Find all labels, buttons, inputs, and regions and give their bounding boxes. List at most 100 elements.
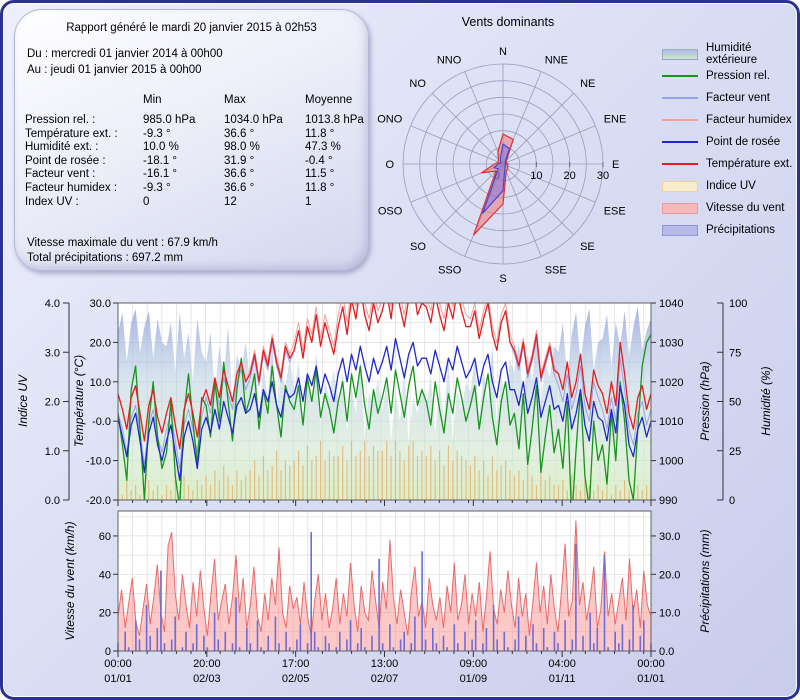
axis-title: Température (°C) (72, 355, 86, 447)
legend-label: Indice UV (706, 180, 756, 192)
wind-speed-area (118, 520, 651, 651)
tick-label: 1010 (659, 416, 683, 428)
legend-swatch-icon (662, 224, 698, 236)
x-time-label: 13:00 (371, 658, 399, 670)
stat-avg: 11.8 ° (305, 181, 335, 194)
x-date-label: 01/01 (637, 673, 665, 685)
tick-label: 0.0 (45, 495, 60, 507)
stat-label: Point de rosée : (25, 154, 106, 167)
rose-spoke (464, 71, 504, 165)
rose-radial-label: 30 (597, 170, 609, 182)
legend-label: Température ext. (706, 158, 793, 170)
rose-direction-label: SO (410, 241, 426, 253)
stat-min: -18.1 ° (143, 154, 178, 167)
rose-direction-label: SE (580, 241, 595, 253)
stat-max: 12 (224, 195, 237, 208)
legend-swatch-icon (662, 163, 698, 165)
rose-spoke (502, 163, 542, 257)
tick-label: 30.0 (90, 298, 111, 310)
stat-label: Facteur vent : (25, 168, 96, 181)
table-row: Température ext. : -9.3 ° 36.6 ° 11.8 ° (25, 128, 364, 142)
max-wind-note: Vitesse maximale du vent : 67.9 km/h (27, 237, 218, 249)
legend-item: Précipitations (662, 219, 797, 241)
pression-line (118, 334, 651, 500)
rose-spoke (410, 125, 504, 165)
rose-direction-label: NNO (437, 54, 462, 66)
tick-label: 20.0 (659, 569, 680, 581)
axis-title: Humidité (%) (759, 366, 773, 435)
rose-direction-label: ONO (377, 113, 403, 125)
stat-min: -16.1 ° (143, 168, 178, 181)
legend-swatch (662, 224, 698, 236)
legend-item: Température ext. (662, 153, 797, 175)
facteur-vent-line (118, 303, 651, 469)
wind-rose-plot: NNNENEENEEESESESSESSSOSOOSOOONONONNO0102… (377, 46, 626, 285)
tick-label: 30.0 (659, 531, 680, 543)
tick-label: 10.0 (90, 377, 111, 389)
weather-charts: -20.0 -10.0 -0.0 10.0 20.0 30.0 Température (°… (16, 298, 773, 685)
stats-header: Min Max Moyenne (25, 94, 364, 106)
x-date-label: 02/05 (282, 673, 310, 685)
legend-item: Facteur vent (662, 87, 797, 109)
legend-swatch-icon (662, 119, 698, 121)
rose-direction-label: E (612, 159, 619, 171)
rose-direction-label: SSO (438, 265, 462, 277)
legend-item: Pression rel. (662, 65, 797, 87)
tick-label: 1020 (659, 377, 683, 389)
legend-item: Facteur humidex (662, 109, 797, 131)
axis-title: Précipitations (mm) (698, 529, 712, 632)
stats-header-min: Min (143, 94, 162, 106)
stat-min: 985.0 hPa (143, 114, 196, 126)
rose-direction-label: SSE (545, 265, 567, 277)
rose-radial-label: 20 (564, 170, 576, 182)
stat-label: Température ext. : (25, 127, 118, 140)
x-date-label: 02/07 (371, 673, 399, 685)
legend-label: Point de rosée (706, 136, 781, 148)
rose-spoke (502, 125, 596, 165)
stat-max: 36.6 ° (224, 127, 255, 140)
rose-direction-label: O (385, 159, 394, 171)
stat-avg: 47.3 % (305, 141, 341, 154)
stat-min: 10.0 % (143, 141, 179, 154)
tick-label: -10.0 (86, 456, 111, 468)
tick-label: 75 (729, 347, 741, 359)
stat-avg: 11.5 ° (305, 168, 335, 181)
table-row: Point de rosée : -18.1 ° 31.9 ° -0.4 ° (25, 155, 364, 169)
stat-label: Facteur humidex : (25, 181, 118, 194)
legend-swatch (662, 75, 698, 77)
axes: -20.0 -10.0 -0.0 10.0 20.0 30.0 Température (°… (16, 298, 773, 685)
rose-direction-label: ENE (604, 113, 627, 125)
tick-label: 25 (729, 446, 741, 458)
legend-swatch (662, 163, 698, 165)
x-time-label: 09:00 (460, 658, 488, 670)
x-time-label: 20:00 (193, 658, 221, 670)
rose-spoke (502, 93, 574, 165)
legend-label: Précipitations (706, 224, 776, 236)
tick-label: 1030 (659, 337, 683, 349)
tick-label: 50 (729, 397, 741, 409)
table-row: Index UV : 0 12 1 (25, 196, 364, 210)
legend-label: Facteur humidex (706, 114, 792, 126)
rose-direction-label: NNE (545, 54, 568, 66)
tick-label: 10.0 (659, 608, 680, 620)
legend-swatch-icon (662, 97, 698, 99)
stat-label: Pression rel. : (25, 114, 96, 126)
axis-title: Vitesse du vent (km/h) (63, 521, 77, 640)
legend-item: Indice UV (662, 175, 797, 197)
report-panel: Rapport généré le mardi 20 janvier 2015 … (14, 9, 369, 271)
tick-label: -20.0 (86, 495, 111, 507)
legend-item: Humidité extérieure (662, 42, 797, 66)
rose-direction-label: ESE (604, 206, 626, 218)
rose-direction-label: OSO (378, 206, 403, 218)
legend-swatch-icon (662, 48, 698, 60)
legend-label: Vitesse du vent (706, 202, 785, 214)
tick-label: 1000 (659, 456, 683, 468)
axis-title: Indice UV (16, 374, 30, 427)
axis-title: Pression (hPa) (698, 361, 712, 440)
rose-direction-label: NE (580, 78, 595, 90)
table-row: Facteur vent : -16.1 ° 36.6 ° 11.5 ° (25, 168, 364, 182)
stat-label: Humidité ext. : (25, 141, 99, 154)
legend-item: Vitesse du vent (662, 197, 797, 219)
stats-header-avg: Moyenne (305, 94, 353, 106)
